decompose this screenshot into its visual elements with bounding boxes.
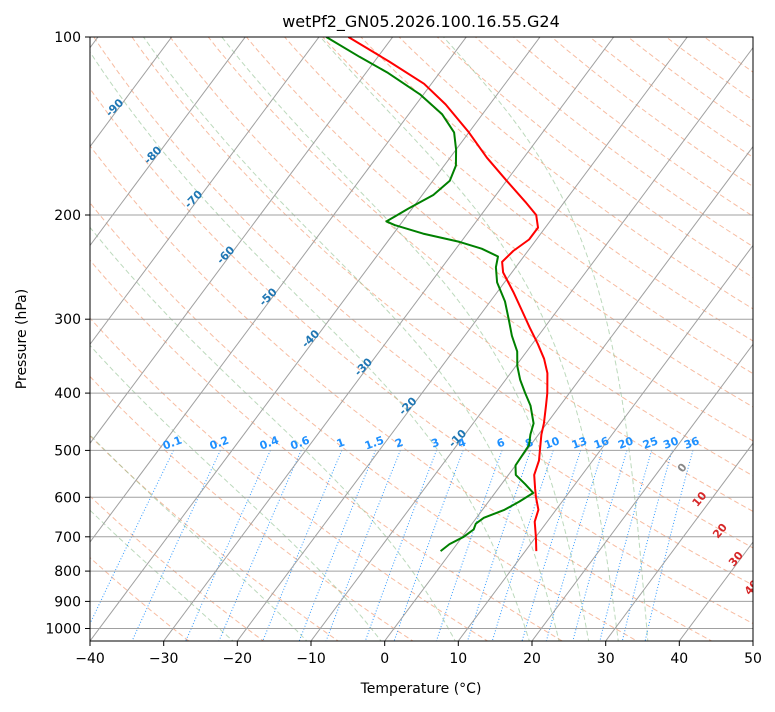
mixing-ratio-line (572, 450, 627, 643)
isotherm-label: -60 (214, 243, 237, 266)
dry-adiabat (0, 24, 415, 642)
isotherm-label: -40 (299, 327, 322, 350)
x-tick-label: −20 (223, 651, 253, 667)
isotherm (0, 24, 329, 644)
moist-adiabat (320, 37, 618, 643)
mixing-ratio-line (325, 450, 400, 643)
moist-adiabat-label: 0 (675, 461, 690, 475)
y-tick-label: 800 (54, 564, 81, 580)
mixing-ratio-label: 0.4 (258, 434, 281, 453)
y-tick-label: 700 (54, 530, 81, 546)
mixing-ratio-label: 16 (592, 434, 611, 452)
moist-adiabat-label: 40 (742, 577, 762, 597)
mixing-ratio-label: 2 (393, 436, 405, 451)
x-tick-label: 30 (597, 651, 615, 667)
isotherm (15, 24, 477, 644)
isotherm (678, 24, 775, 644)
dry-adiabat (348, 24, 775, 642)
dry-adiabat (687, 24, 775, 642)
isotherm-label: -70 (182, 188, 205, 211)
y-tick-label: 100 (54, 30, 81, 46)
x-tick-label: 40 (670, 651, 688, 667)
dry-adiabat (0, 24, 490, 642)
mixing-ratio-label: 1.5 (363, 434, 386, 453)
mixing-ratio-label: 30 (661, 434, 680, 452)
mixing-ratio-line (622, 450, 672, 643)
moist-adiabat-label: 30 (726, 549, 746, 569)
chart-title: wetPf2_GN05.2026.100.16.55.G24 (282, 12, 560, 32)
y-tick-label: 900 (54, 594, 81, 610)
x-tick-label: 50 (744, 651, 762, 667)
moist-adiabat (144, 37, 560, 643)
isotherm (309, 24, 771, 644)
isotherm (162, 24, 624, 644)
dry-adiabat (198, 24, 775, 642)
moist-adiabat (0, 37, 309, 643)
x-tick-label: −40 (75, 651, 105, 667)
x-tick-label: −30 (149, 651, 179, 667)
mixing-ratio-label: 25 (641, 434, 660, 451)
x-axis-label: Temperature (°C) (360, 681, 482, 697)
dry-adiabat (461, 24, 775, 642)
dry-adiabat (10, 24, 714, 642)
moist-adiabat (222, 37, 589, 643)
mixing-ratio-label: 0.2 (208, 434, 231, 453)
mixing-ratio-label: 1 (335, 436, 347, 451)
y-tick-label: 1000 (45, 622, 81, 638)
dry-adiabat (311, 24, 775, 642)
isotherm (751, 24, 775, 644)
isotherm-label: -20 (396, 394, 419, 417)
mixing-ratio-line (262, 450, 342, 643)
moist-adiabat (0, 37, 236, 643)
mixing-ratio-line (492, 450, 554, 643)
isotherm-label: -30 (352, 355, 375, 378)
isotherm-label: -100 (59, 49, 88, 78)
mixing-ratio-label: 36 (682, 434, 701, 452)
isotherm (236, 24, 698, 644)
dry-adiabat (423, 24, 775, 642)
mixing-ratio-line (298, 450, 375, 643)
mixing-ratio-line (364, 450, 436, 643)
mixing-ratio-label: 6 (495, 436, 507, 451)
mixing-ratio-line (546, 450, 603, 643)
x-tick-label: 20 (523, 651, 541, 667)
dry-adiabat (0, 24, 340, 642)
isotherm-label: -50 (257, 285, 280, 308)
dry-adiabat (47, 24, 775, 642)
isotherm-label: -80 (141, 143, 164, 166)
mixing-ratio-label: 0.6 (289, 434, 312, 453)
mixing-ratio-label: 3 (429, 436, 441, 451)
y-axis-label: Pressure (hPa) (14, 289, 30, 389)
isotherm (0, 24, 403, 644)
moist-adiabat-label: 20 (710, 521, 730, 541)
dry-adiabat (160, 24, 775, 642)
y-tick-label: 300 (54, 312, 81, 328)
y-tick-label: 400 (54, 386, 81, 402)
y-tick-label: 500 (54, 443, 81, 459)
mixing-ratio-line (393, 450, 463, 643)
x-tick-label: 10 (449, 651, 467, 667)
dry-adiabat (85, 24, 775, 642)
dry-adiabat (0, 24, 564, 642)
dry-adiabat (123, 24, 775, 642)
dry-adiabat (649, 24, 775, 642)
x-tick-label: 0 (380, 651, 389, 667)
y-tick-label: 200 (54, 208, 81, 224)
isotherm-label: -90 (103, 96, 126, 119)
dry-adiabat (611, 24, 775, 642)
y-tick-label: 600 (54, 490, 81, 506)
isotherm (457, 24, 775, 644)
mixing-ratio-label: 0.1 (161, 434, 184, 453)
dry-adiabat (273, 24, 775, 642)
x-tick-label: −10 (296, 651, 326, 667)
mixing-ratio-label: 10 (543, 434, 562, 452)
mixing-ratio-line (521, 450, 580, 643)
mixing-ratio-label: 20 (616, 434, 635, 452)
plot-frame (90, 37, 753, 641)
